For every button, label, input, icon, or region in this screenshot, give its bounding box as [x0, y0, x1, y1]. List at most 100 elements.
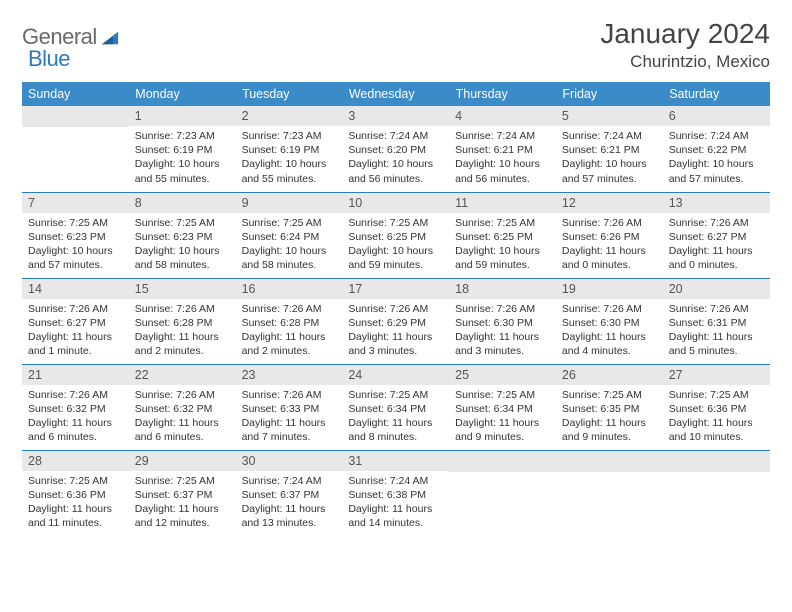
day-number: 20	[663, 279, 770, 299]
day-number: 10	[342, 193, 449, 213]
calendar-cell: 15Sunrise: 7:26 AMSunset: 6:28 PMDayligh…	[129, 278, 236, 364]
calendar-cell: 22Sunrise: 7:26 AMSunset: 6:32 PMDayligh…	[129, 364, 236, 450]
empty-daynum	[663, 451, 770, 472]
calendar-cell	[663, 450, 770, 536]
day-details: Sunrise: 7:26 AMSunset: 6:26 PMDaylight:…	[556, 213, 663, 277]
calendar-cell: 26Sunrise: 7:25 AMSunset: 6:35 PMDayligh…	[556, 364, 663, 450]
day-number: 24	[342, 365, 449, 385]
day-number: 17	[342, 279, 449, 299]
day-details: Sunrise: 7:25 AMSunset: 6:36 PMDaylight:…	[663, 385, 770, 449]
day-details: Sunrise: 7:26 AMSunset: 6:32 PMDaylight:…	[129, 385, 236, 449]
day-details: Sunrise: 7:25 AMSunset: 6:34 PMDaylight:…	[342, 385, 449, 449]
day-number: 1	[129, 106, 236, 126]
day-number: 11	[449, 193, 556, 213]
calendar-cell: 12Sunrise: 7:26 AMSunset: 6:26 PMDayligh…	[556, 192, 663, 278]
day-details: Sunrise: 7:26 AMSunset: 6:30 PMDaylight:…	[556, 299, 663, 363]
day-number: 15	[129, 279, 236, 299]
day-number: 29	[129, 451, 236, 471]
day-details: Sunrise: 7:25 AMSunset: 6:34 PMDaylight:…	[449, 385, 556, 449]
calendar-cell: 4Sunrise: 7:24 AMSunset: 6:21 PMDaylight…	[449, 106, 556, 192]
day-details: Sunrise: 7:24 AMSunset: 6:22 PMDaylight:…	[663, 126, 770, 190]
day-details: Sunrise: 7:23 AMSunset: 6:19 PMDaylight:…	[236, 126, 343, 190]
day-details: Sunrise: 7:26 AMSunset: 6:30 PMDaylight:…	[449, 299, 556, 363]
calendar-cell: 18Sunrise: 7:26 AMSunset: 6:30 PMDayligh…	[449, 278, 556, 364]
day-details: Sunrise: 7:26 AMSunset: 6:27 PMDaylight:…	[663, 213, 770, 277]
day-number: 26	[556, 365, 663, 385]
calendar-row: 7Sunrise: 7:25 AMSunset: 6:23 PMDaylight…	[22, 192, 770, 278]
day-details: Sunrise: 7:26 AMSunset: 6:27 PMDaylight:…	[22, 299, 129, 363]
day-number: 6	[663, 106, 770, 126]
weekday-header: Saturday	[663, 82, 770, 106]
day-details: Sunrise: 7:26 AMSunset: 6:33 PMDaylight:…	[236, 385, 343, 449]
calendar-cell: 10Sunrise: 7:25 AMSunset: 6:25 PMDayligh…	[342, 192, 449, 278]
calendar-cell: 8Sunrise: 7:25 AMSunset: 6:23 PMDaylight…	[129, 192, 236, 278]
day-details: Sunrise: 7:24 AMSunset: 6:21 PMDaylight:…	[449, 126, 556, 190]
calendar-table: SundayMondayTuesdayWednesdayThursdayFrid…	[22, 82, 770, 536]
calendar-row: 14Sunrise: 7:26 AMSunset: 6:27 PMDayligh…	[22, 278, 770, 364]
day-details: Sunrise: 7:25 AMSunset: 6:23 PMDaylight:…	[22, 213, 129, 277]
calendar-cell: 16Sunrise: 7:26 AMSunset: 6:28 PMDayligh…	[236, 278, 343, 364]
day-details: Sunrise: 7:24 AMSunset: 6:20 PMDaylight:…	[342, 126, 449, 190]
calendar-cell: 2Sunrise: 7:23 AMSunset: 6:19 PMDaylight…	[236, 106, 343, 192]
day-number: 7	[22, 193, 129, 213]
day-number: 16	[236, 279, 343, 299]
day-number: 31	[342, 451, 449, 471]
weekday-header: Thursday	[449, 82, 556, 106]
calendar-body: 1Sunrise: 7:23 AMSunset: 6:19 PMDaylight…	[22, 106, 770, 536]
weekday-header: Wednesday	[342, 82, 449, 106]
day-number: 21	[22, 365, 129, 385]
empty-daynum	[22, 106, 129, 127]
calendar-cell: 31Sunrise: 7:24 AMSunset: 6:38 PMDayligh…	[342, 450, 449, 536]
day-details: Sunrise: 7:25 AMSunset: 6:36 PMDaylight:…	[22, 471, 129, 535]
calendar-cell: 5Sunrise: 7:24 AMSunset: 6:21 PMDaylight…	[556, 106, 663, 192]
calendar-cell: 1Sunrise: 7:23 AMSunset: 6:19 PMDaylight…	[129, 106, 236, 192]
day-details: Sunrise: 7:25 AMSunset: 6:25 PMDaylight:…	[342, 213, 449, 277]
day-number: 23	[236, 365, 343, 385]
day-number: 30	[236, 451, 343, 471]
day-number: 27	[663, 365, 770, 385]
logo-blue-row: Blue	[28, 40, 70, 72]
weekday-header: Tuesday	[236, 82, 343, 106]
day-number: 12	[556, 193, 663, 213]
calendar-cell: 9Sunrise: 7:25 AMSunset: 6:24 PMDaylight…	[236, 192, 343, 278]
calendar-cell: 21Sunrise: 7:26 AMSunset: 6:32 PMDayligh…	[22, 364, 129, 450]
day-number: 2	[236, 106, 343, 126]
calendar-cell: 30Sunrise: 7:24 AMSunset: 6:37 PMDayligh…	[236, 450, 343, 536]
day-details: Sunrise: 7:25 AMSunset: 6:37 PMDaylight:…	[129, 471, 236, 535]
day-number: 14	[22, 279, 129, 299]
calendar-cell: 28Sunrise: 7:25 AMSunset: 6:36 PMDayligh…	[22, 450, 129, 536]
day-number: 3	[342, 106, 449, 126]
calendar-cell: 17Sunrise: 7:26 AMSunset: 6:29 PMDayligh…	[342, 278, 449, 364]
calendar-row: 21Sunrise: 7:26 AMSunset: 6:32 PMDayligh…	[22, 364, 770, 450]
day-number: 13	[663, 193, 770, 213]
day-details: Sunrise: 7:25 AMSunset: 6:25 PMDaylight:…	[449, 213, 556, 277]
day-number: 5	[556, 106, 663, 126]
day-details: Sunrise: 7:25 AMSunset: 6:35 PMDaylight:…	[556, 385, 663, 449]
day-number: 18	[449, 279, 556, 299]
calendar-row: 28Sunrise: 7:25 AMSunset: 6:36 PMDayligh…	[22, 450, 770, 536]
day-details: Sunrise: 7:26 AMSunset: 6:32 PMDaylight:…	[22, 385, 129, 449]
calendar-cell	[22, 106, 129, 192]
calendar-cell: 14Sunrise: 7:26 AMSunset: 6:27 PMDayligh…	[22, 278, 129, 364]
day-number: 28	[22, 451, 129, 471]
day-details: Sunrise: 7:23 AMSunset: 6:19 PMDaylight:…	[129, 126, 236, 190]
logo-triangle-icon	[101, 29, 119, 47]
weekday-header: Friday	[556, 82, 663, 106]
day-details: Sunrise: 7:25 AMSunset: 6:24 PMDaylight:…	[236, 213, 343, 277]
calendar-cell: 7Sunrise: 7:25 AMSunset: 6:23 PMDaylight…	[22, 192, 129, 278]
weekday-header: Sunday	[22, 82, 129, 106]
header: General January 2024 Churintzio, Mexico	[22, 18, 770, 72]
month-title: January 2024	[600, 18, 770, 50]
day-details: Sunrise: 7:26 AMSunset: 6:29 PMDaylight:…	[342, 299, 449, 363]
calendar-cell: 3Sunrise: 7:24 AMSunset: 6:20 PMDaylight…	[342, 106, 449, 192]
day-number: 4	[449, 106, 556, 126]
day-number: 25	[449, 365, 556, 385]
day-details: Sunrise: 7:24 AMSunset: 6:37 PMDaylight:…	[236, 471, 343, 535]
location: Churintzio, Mexico	[600, 52, 770, 72]
calendar-cell: 23Sunrise: 7:26 AMSunset: 6:33 PMDayligh…	[236, 364, 343, 450]
weekday-header-row: SundayMondayTuesdayWednesdayThursdayFrid…	[22, 82, 770, 106]
day-number: 22	[129, 365, 236, 385]
calendar-row: 1Sunrise: 7:23 AMSunset: 6:19 PMDaylight…	[22, 106, 770, 192]
calendar-cell: 24Sunrise: 7:25 AMSunset: 6:34 PMDayligh…	[342, 364, 449, 450]
day-details: Sunrise: 7:26 AMSunset: 6:28 PMDaylight:…	[129, 299, 236, 363]
